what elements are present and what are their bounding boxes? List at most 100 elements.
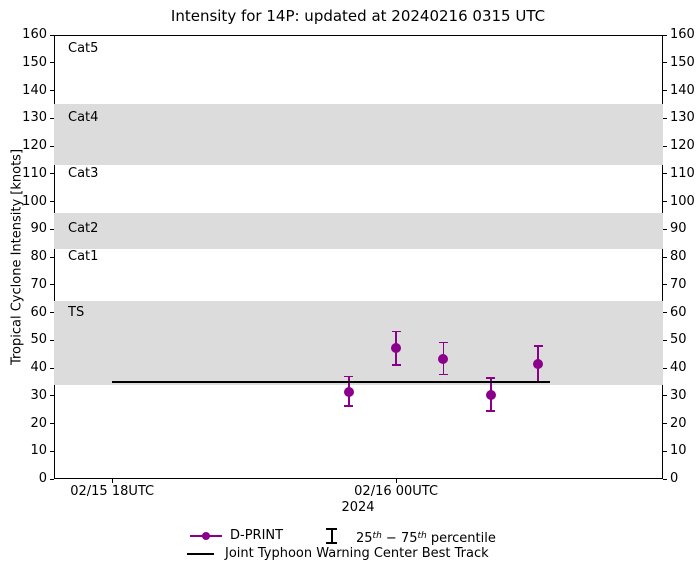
y-tick-right (663, 90, 667, 91)
besttrack-line-icon (187, 553, 214, 555)
band-label-cat5: Cat5 (68, 40, 99, 56)
y-tick-left (50, 228, 54, 230)
y-tick-label-right: 130 (670, 110, 695, 126)
y-tick-right (663, 256, 667, 258)
error-bar-cap-top (486, 376, 496, 379)
legend-besttrack-label: Joint Typhoon Warning Center Best Track (225, 546, 489, 561)
y-tick-label-right: 30 (670, 387, 687, 403)
y-tick-label-left: 70 (30, 276, 47, 292)
data-point-marker (485, 389, 496, 400)
y-tick-right (663, 145, 667, 147)
y-tick-left (50, 395, 54, 397)
error-bar-cap-bottom (486, 410, 496, 412)
x-tick-label: 02/16 00UTC (354, 484, 439, 499)
error-bar-cap-bottom (344, 405, 354, 407)
band-label-cat2: Cat2 (68, 221, 99, 237)
y-tick-right (663, 173, 667, 175)
y-tick-right (663, 450, 667, 452)
x-tick (111, 479, 113, 483)
errorbar-icon (326, 528, 337, 544)
y-tick-left (50, 201, 54, 202)
error-bar-cap-bottom (438, 373, 448, 376)
y-tick-label-left: 130 (22, 110, 47, 126)
y-tick-label-right: 140 (670, 82, 695, 98)
y-tick-label-left: 120 (22, 138, 47, 153)
y-tick-left (50, 90, 54, 91)
y-tick-label-right: 20 (670, 415, 687, 431)
band-label-cat4: Cat4 (68, 110, 99, 126)
y-tick-left (50, 312, 54, 313)
y-tick-label-left: 80 (30, 249, 47, 264)
y-tick-label-right: 0 (670, 471, 679, 486)
y-tick-left (50, 145, 54, 147)
y-tick-right (663, 395, 667, 397)
y-tick-label-right: 150 (670, 54, 695, 70)
y-tick-right (663, 423, 667, 424)
legend-percentile-label: 25th − 75th percentile (356, 528, 496, 547)
percentile-sup-1: th (372, 531, 382, 541)
y-tick-right (663, 201, 667, 202)
data-point-marker (438, 354, 449, 365)
y-tick-label-left: 60 (30, 304, 47, 320)
y-tick-label-right: 160 (670, 27, 695, 42)
y-tick-label-left: 30 (30, 387, 47, 403)
legend-dprint-sample-icon (190, 529, 222, 543)
error-bar-cap-bottom (391, 364, 401, 366)
x-tick-label: 02/15 18UTC (70, 484, 155, 499)
best-track-line (112, 380, 550, 384)
percentile-text-1: 25 (356, 531, 373, 546)
y-tick-label-left: 90 (30, 221, 47, 237)
y-tick-left (50, 339, 54, 341)
category-band-cat4 (54, 104, 663, 166)
y-tick-label-left: 0 (38, 471, 47, 486)
y-tick-right (663, 34, 667, 36)
error-bar-cap-top (391, 330, 401, 333)
y-tick-label-right: 120 (670, 138, 695, 153)
x-tick (395, 479, 397, 483)
y-tick-label-right: 70 (670, 276, 687, 292)
y-tick-left (50, 117, 54, 119)
y-tick-label-left: 140 (22, 82, 47, 98)
data-point-marker (343, 387, 354, 398)
y-tick-label-right: 10 (670, 443, 687, 459)
y-tick-label-left: 100 (22, 193, 47, 209)
percentile-text-2: − 75 (381, 531, 418, 546)
error-bar-cap-top (438, 341, 448, 344)
y-tick-right (663, 117, 667, 119)
y-tick-left (50, 256, 54, 258)
y-tick-right (663, 62, 667, 64)
y-tick-left (50, 173, 54, 175)
y-tick-label-right: 110 (670, 165, 695, 181)
band-label-cat3: Cat3 (68, 165, 99, 181)
y-tick-label-right: 100 (670, 193, 695, 209)
y-tick-label-left: 20 (30, 415, 47, 431)
y-tick-left (50, 367, 54, 369)
y-tick-label-left: 160 (22, 27, 47, 42)
y-tick-right (663, 228, 667, 230)
y-tick-label-right: 40 (670, 360, 687, 375)
y-tick-label-left: 150 (22, 54, 47, 70)
band-label-cat1: Cat1 (68, 249, 99, 264)
y-tick-right (663, 339, 667, 341)
legend-dprint-label: D-PRINT (230, 528, 284, 543)
y-tick-left (50, 62, 54, 64)
y-tick-left (50, 34, 54, 36)
error-bar-cap-top (344, 375, 354, 378)
y-tick-left (50, 478, 54, 480)
y-tick-label-right: 50 (670, 332, 687, 348)
y-tick-label-right: 90 (670, 221, 687, 237)
y-tick-right (663, 367, 667, 369)
y-tick-label-left: 110 (22, 165, 47, 181)
x-axis-year-label: 2024 (341, 500, 375, 515)
y-tick-right (663, 284, 667, 286)
category-band-cat2 (54, 212, 663, 249)
chart-title: Intensity for 14P: updated at 20240216 0… (170, 7, 546, 25)
data-point-marker (533, 359, 544, 370)
percentile-sup-2: th (417, 531, 427, 541)
y-tick-right (663, 478, 667, 480)
dprint-marker-icon (202, 532, 210, 540)
error-bar-cap-top (533, 345, 543, 347)
band-label-ts: TS (68, 304, 85, 320)
y-tick-label-left: 10 (30, 443, 47, 459)
